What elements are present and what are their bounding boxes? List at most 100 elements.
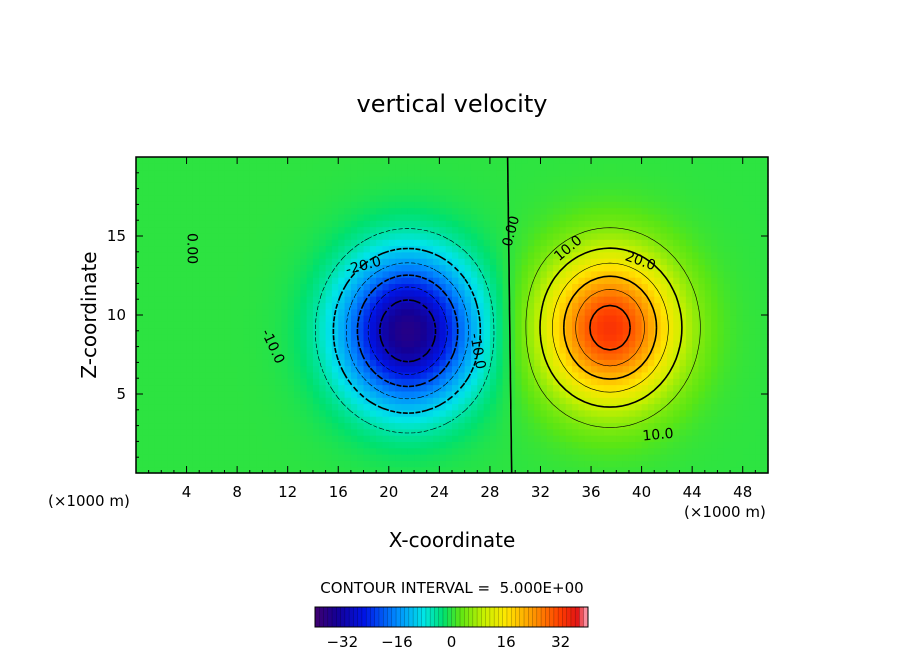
heatmap-cell bbox=[312, 447, 320, 455]
heatmap-cell bbox=[306, 239, 314, 247]
heatmap-cell bbox=[268, 441, 276, 449]
heatmap-cell bbox=[628, 157, 636, 164]
heatmap-cell bbox=[685, 365, 693, 373]
heatmap-cell bbox=[534, 454, 542, 461]
heatmap-cell bbox=[142, 321, 150, 329]
heatmap-cell bbox=[692, 226, 700, 234]
heatmap-cell bbox=[647, 378, 655, 386]
heatmap-cell bbox=[331, 321, 339, 329]
heatmap-cell bbox=[641, 188, 649, 196]
heatmap-cell bbox=[350, 352, 358, 360]
heatmap-cell bbox=[546, 188, 554, 196]
heatmap-cell bbox=[603, 365, 611, 373]
heatmap-cell bbox=[730, 371, 737, 379]
heatmap-cell bbox=[723, 232, 731, 240]
heatmap-cell bbox=[527, 194, 535, 202]
heatmap-cell bbox=[711, 340, 719, 348]
heatmap-cell bbox=[540, 435, 548, 442]
heatmap-cell bbox=[641, 390, 649, 398]
heatmap-cell bbox=[401, 226, 409, 234]
heatmap-cell bbox=[565, 384, 573, 392]
heatmap-cell bbox=[597, 447, 605, 455]
heatmap-cell bbox=[357, 397, 365, 405]
heatmap-cell bbox=[281, 403, 289, 411]
heatmap-cell bbox=[287, 327, 295, 335]
heatmap-cell bbox=[761, 277, 769, 284]
heatmap-cell bbox=[572, 409, 579, 417]
heatmap-cell bbox=[692, 213, 700, 221]
heatmap-cell bbox=[287, 194, 295, 202]
heatmap-cell bbox=[439, 441, 447, 449]
heatmap-cell bbox=[685, 315, 693, 322]
heatmap-cell bbox=[647, 422, 655, 430]
heatmap-cell bbox=[736, 352, 744, 360]
heatmap-cell bbox=[294, 390, 301, 398]
heatmap-cell bbox=[369, 194, 377, 202]
heatmap-cell bbox=[597, 454, 605, 461]
heatmap-cell bbox=[230, 213, 238, 221]
heatmap-cell bbox=[173, 435, 181, 442]
heatmap-cell bbox=[173, 182, 181, 190]
heatmap-cell bbox=[433, 283, 440, 291]
heatmap-cell bbox=[597, 308, 605, 316]
heatmap-cell bbox=[350, 182, 358, 190]
heatmap-cell bbox=[401, 365, 409, 373]
heatmap-cell bbox=[357, 175, 365, 183]
heatmap-cell bbox=[186, 327, 194, 335]
heatmap-cell bbox=[167, 213, 175, 221]
heatmap-cell bbox=[426, 220, 434, 228]
heatmap-cell bbox=[635, 175, 643, 183]
heatmap-cell bbox=[654, 157, 662, 164]
heatmap-cell bbox=[173, 371, 181, 379]
heatmap-cell bbox=[527, 460, 535, 468]
heatmap-cell bbox=[306, 321, 314, 329]
heatmap-cell bbox=[508, 194, 516, 202]
heatmap-cell bbox=[654, 397, 662, 405]
heatmap-cell bbox=[249, 340, 257, 348]
heatmap-cell bbox=[610, 251, 617, 259]
heatmap-cell bbox=[300, 384, 308, 392]
heatmap-cell bbox=[192, 226, 200, 234]
heatmap-cell bbox=[243, 428, 251, 436]
heatmap-cell bbox=[578, 163, 586, 171]
heatmap-cell bbox=[376, 371, 384, 379]
heatmap-cell bbox=[711, 289, 719, 297]
heatmap-cell bbox=[616, 220, 624, 228]
heatmap-cell bbox=[755, 188, 763, 196]
heatmap-cell bbox=[635, 447, 643, 455]
heatmap-cell bbox=[319, 264, 327, 272]
heatmap-cell bbox=[692, 390, 700, 398]
heatmap-cell bbox=[173, 315, 181, 322]
heatmap-cell bbox=[186, 371, 194, 379]
heatmap-cell bbox=[527, 251, 535, 259]
heatmap-cell bbox=[647, 220, 655, 228]
heatmap-cell bbox=[224, 258, 232, 266]
heatmap-cell bbox=[610, 213, 617, 221]
heatmap-cell bbox=[660, 302, 668, 310]
heatmap-cell bbox=[489, 346, 497, 354]
heatmap-cell bbox=[679, 333, 687, 341]
heatmap-cell bbox=[483, 390, 491, 398]
heatmap-cell bbox=[483, 352, 491, 360]
heatmap-cell bbox=[325, 333, 333, 341]
heatmap-cell bbox=[616, 296, 624, 303]
heatmap-cell bbox=[761, 397, 769, 405]
heatmap-cell bbox=[445, 397, 453, 405]
heatmap-cell bbox=[616, 182, 624, 190]
heatmap-cell bbox=[502, 302, 510, 310]
heatmap-cell bbox=[205, 321, 213, 329]
heatmap-cell bbox=[515, 194, 523, 202]
heatmap-cell bbox=[610, 428, 617, 436]
heatmap-cell bbox=[173, 346, 181, 354]
heatmap-cell bbox=[628, 454, 636, 461]
heatmap-cell bbox=[666, 245, 674, 253]
heatmap-cell bbox=[161, 460, 169, 468]
heatmap-cell bbox=[717, 397, 725, 405]
heatmap-cell bbox=[723, 258, 731, 266]
heatmap-cell bbox=[154, 157, 162, 164]
heatmap-cell bbox=[470, 232, 478, 240]
heatmap-cell bbox=[230, 409, 238, 417]
heatmap-cell bbox=[275, 466, 282, 474]
heatmap-cell bbox=[553, 169, 561, 177]
heatmap-cell bbox=[622, 340, 630, 348]
